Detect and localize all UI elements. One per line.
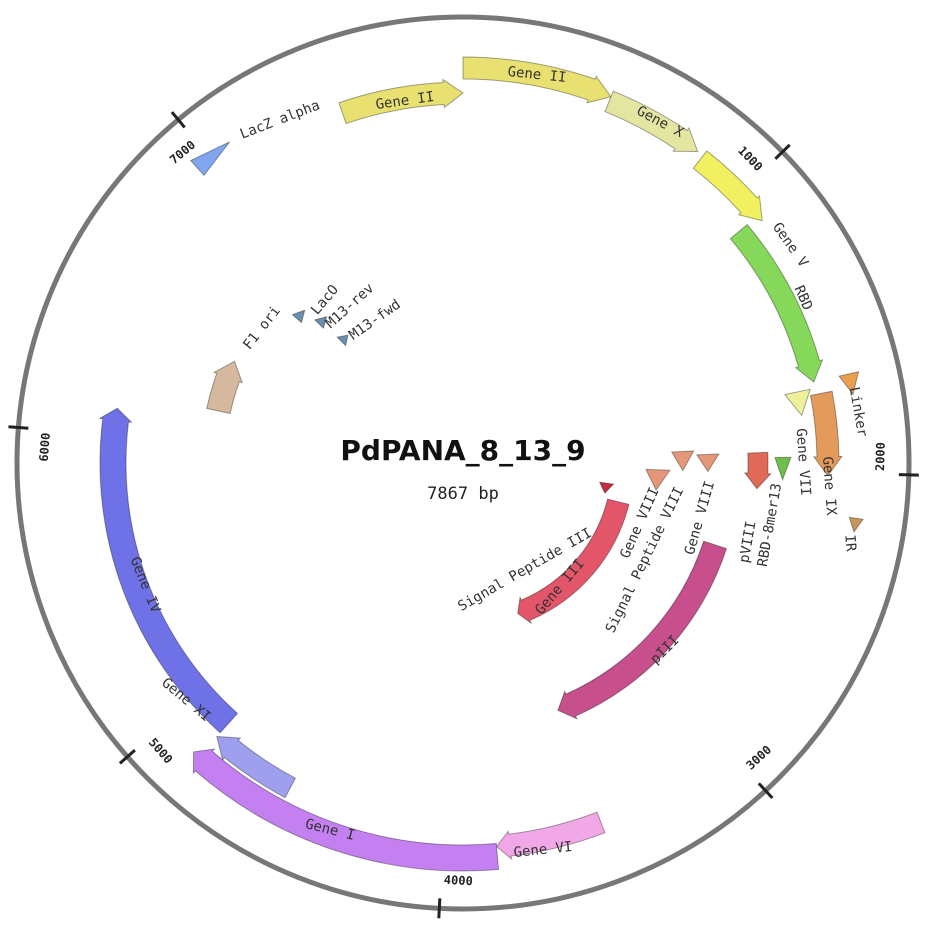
feature-arrow xyxy=(517,498,630,625)
tick-mark xyxy=(118,749,136,765)
feature-arrow xyxy=(838,370,860,396)
feature-arrow xyxy=(206,360,243,415)
plasmid-length: 7867 bp xyxy=(427,484,499,504)
feature-arrow xyxy=(338,78,464,125)
feature-arrow xyxy=(743,451,772,490)
plasmid-name: PdPANA_8_13_9 xyxy=(340,434,585,467)
feature-arrow xyxy=(313,316,328,330)
feature-arrow xyxy=(809,390,843,477)
feature-arrow xyxy=(192,748,500,872)
feature-label: F1 ori xyxy=(240,303,284,353)
feature-label: LacZ alpha xyxy=(238,97,322,142)
tick-label: 5000 xyxy=(146,735,176,766)
feature-arrow xyxy=(189,141,231,177)
feature-arrow xyxy=(557,540,728,720)
feature-arrow xyxy=(98,407,239,734)
tick-mark xyxy=(898,473,919,477)
tick-label: 4000 xyxy=(444,873,474,889)
tick-label: 6000 xyxy=(37,432,53,462)
feature-label: pVIII xyxy=(736,520,759,564)
feature-arrow xyxy=(848,516,864,534)
feature-label: Gene II xyxy=(507,64,567,86)
feature-arrow xyxy=(783,388,811,417)
feature-arrow xyxy=(695,453,720,473)
feature-label: Gene VII xyxy=(793,428,814,496)
backbone xyxy=(14,14,912,912)
feature-arrow xyxy=(495,811,606,861)
feature-arrow xyxy=(604,90,699,153)
feature-arrow xyxy=(598,481,615,495)
feature-arrow xyxy=(670,450,695,472)
tick-label: 2000 xyxy=(873,442,888,471)
tick-mark xyxy=(170,111,186,129)
tick-label: 3000 xyxy=(743,743,774,773)
feature-arrow xyxy=(336,334,349,347)
tick-mark xyxy=(757,782,774,800)
feature-arrow xyxy=(645,468,671,492)
feature-label: RBD-8mer13 xyxy=(755,482,785,568)
feature-label: Gene IX xyxy=(819,456,839,517)
feature-label: Gene VI xyxy=(513,839,573,861)
feature-arrow xyxy=(291,309,306,324)
tick-mark xyxy=(8,425,29,430)
feature-label: IR xyxy=(841,534,858,553)
tick-mark xyxy=(437,898,442,919)
feature-arrow xyxy=(216,735,297,799)
feature-arrow xyxy=(692,150,763,222)
feature-arrow xyxy=(774,456,792,482)
tick-mark xyxy=(774,143,791,160)
tick-label: 1000 xyxy=(735,144,765,174)
feature-label: Linker xyxy=(846,386,871,439)
feature-arrow xyxy=(729,223,824,383)
